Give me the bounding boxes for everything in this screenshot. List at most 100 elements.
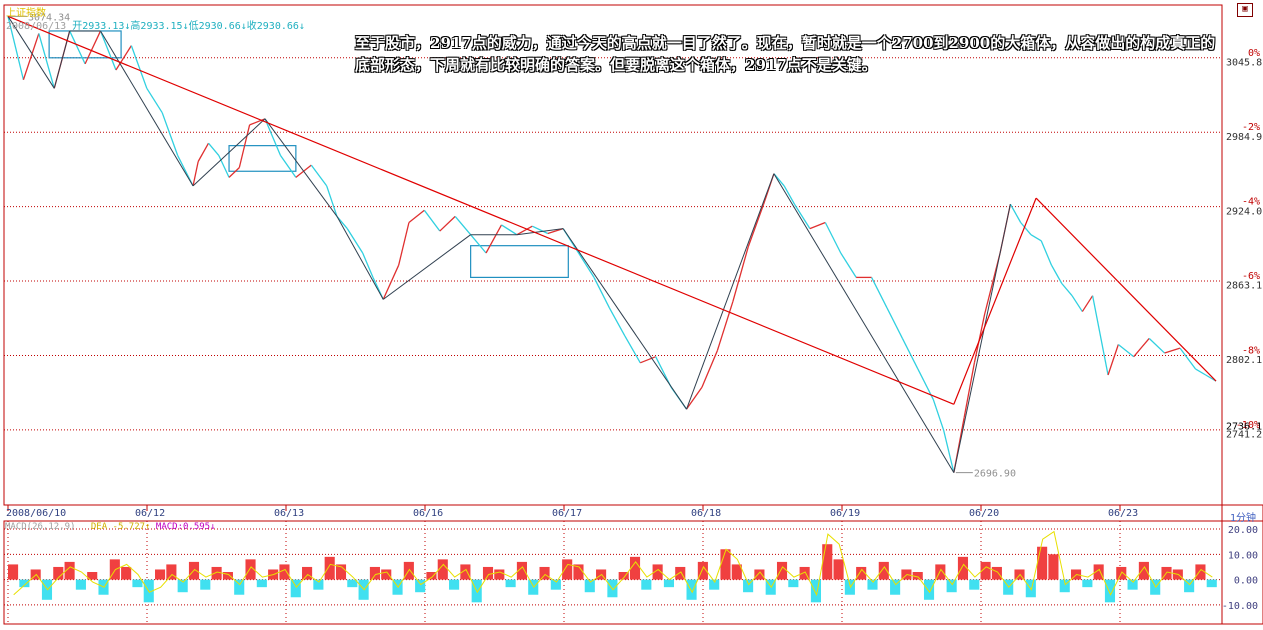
macd-bar xyxy=(1037,546,1048,580)
price-segment xyxy=(1071,295,1083,312)
x-tick-label: 06/19 xyxy=(830,508,860,519)
macd-bar xyxy=(1150,579,1161,595)
macd-bar xyxy=(969,579,980,590)
x-tick-label: 06/13 xyxy=(274,508,304,519)
price-segment xyxy=(264,118,282,156)
swing-line xyxy=(336,216,384,300)
x-tick-label: 06/16 xyxy=(413,508,443,519)
swing-line xyxy=(192,118,266,187)
price-segment xyxy=(1195,368,1207,376)
price-segment xyxy=(686,386,703,410)
macd-bar xyxy=(324,556,335,580)
price-segment xyxy=(1091,295,1109,376)
price-segment xyxy=(1020,222,1032,236)
macd-bar xyxy=(731,564,742,580)
consolidation-box xyxy=(48,30,122,59)
header-close: 收2930.66↓ xyxy=(246,21,305,32)
price-segment xyxy=(218,155,230,178)
header-low: 低2930.66↓ xyxy=(188,21,247,32)
macd-bar xyxy=(709,579,720,590)
price-segment xyxy=(115,45,132,71)
macd-bar xyxy=(381,569,392,580)
macd-bar xyxy=(290,579,301,598)
macd-bar xyxy=(211,566,222,580)
price-segment xyxy=(130,45,148,89)
price-segment xyxy=(249,118,266,126)
pct-tick-label: -10% xyxy=(1236,420,1260,431)
price-segment xyxy=(886,307,904,339)
macd-bar xyxy=(550,579,561,590)
price-segment xyxy=(362,252,374,278)
macd-bar xyxy=(754,569,765,580)
price-segment xyxy=(1179,347,1196,370)
macd-bar xyxy=(856,566,867,580)
macd-bar xyxy=(878,561,889,580)
price-tick-label: 2863.1 xyxy=(1226,281,1262,292)
price-segment xyxy=(192,161,199,187)
price-segment xyxy=(1081,295,1094,312)
macd-bar xyxy=(482,566,494,580)
x-tick-label: 06/23 xyxy=(1108,508,1138,519)
price-segment xyxy=(197,142,210,162)
price-tick-label: 2741.2 xyxy=(1226,430,1262,441)
price-segment xyxy=(423,209,441,232)
consolidation-box xyxy=(470,245,569,278)
price-tick-label: 2924.0 xyxy=(1226,206,1262,217)
macd-bar xyxy=(1048,554,1059,580)
swing-line xyxy=(7,16,55,89)
macd-bar xyxy=(957,556,969,580)
macd-bar xyxy=(1082,579,1093,588)
price-segment xyxy=(485,224,503,254)
macd-bar xyxy=(53,566,64,580)
macd-bar xyxy=(776,561,788,580)
macd-bar xyxy=(177,579,188,593)
price-segment xyxy=(99,30,117,71)
price-segment xyxy=(279,155,297,178)
price-segment xyxy=(146,87,163,114)
dea-line xyxy=(13,530,1213,597)
price-segment xyxy=(516,225,533,236)
macd-tick-label: 0.00 xyxy=(1234,576,1258,587)
price-tick-label: 2802.1 xyxy=(1226,355,1262,366)
price-segment xyxy=(532,225,549,235)
macd-bar xyxy=(155,569,166,580)
price-segment xyxy=(1117,343,1135,358)
macd-bar xyxy=(810,579,822,603)
price-segment xyxy=(871,277,888,309)
price-segment xyxy=(1061,283,1073,297)
macd-header: MACD(26,12,9) DEA -5.727↑ MACD:0.595↓ xyxy=(5,522,216,532)
macd-bar xyxy=(75,579,86,590)
macd-bar xyxy=(347,579,358,588)
swing-line xyxy=(382,234,471,300)
macd-bar xyxy=(833,559,844,580)
price-segment xyxy=(1040,240,1053,266)
macd-bar xyxy=(313,579,324,590)
macd-bar xyxy=(1059,579,1070,593)
macd-bar xyxy=(844,579,855,595)
price-segment xyxy=(624,335,641,364)
price-segment xyxy=(840,252,857,278)
header-high: 高2933.15↓ xyxy=(130,21,189,32)
macd-bar xyxy=(799,566,810,580)
macd-bar xyxy=(822,544,833,580)
pct-tick-label: -4% xyxy=(1242,197,1260,208)
restore-icon[interactable]: ▣ xyxy=(1237,3,1253,17)
macd-bar xyxy=(1127,579,1138,590)
macd-label: MACD:0.595↓ xyxy=(155,522,216,532)
macd-bar xyxy=(121,566,132,580)
price-segment xyxy=(809,221,826,230)
macd-bar xyxy=(697,561,708,580)
macd-bar xyxy=(516,561,527,580)
price-segment xyxy=(1133,337,1150,358)
macd-bar xyxy=(1184,579,1195,593)
swing-line xyxy=(100,30,194,187)
price-segment xyxy=(501,224,518,236)
price-segment xyxy=(932,399,945,431)
macd-bar xyxy=(460,564,471,580)
price-segment xyxy=(1148,337,1166,354)
price-segment xyxy=(38,33,55,89)
swing-line xyxy=(264,118,338,217)
macd-bar xyxy=(166,564,177,580)
macd-bar xyxy=(867,579,878,590)
